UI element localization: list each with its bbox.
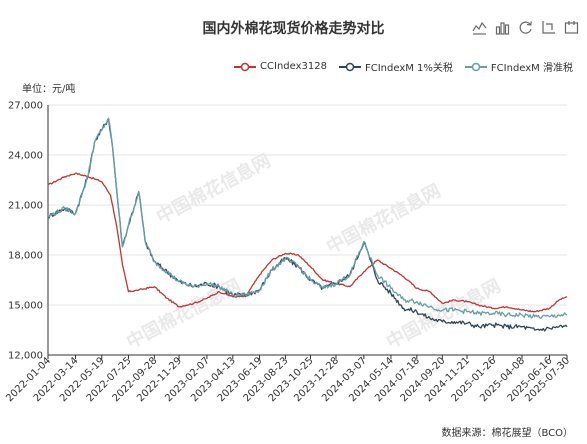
series-line-2	[47, 117, 568, 332]
data-source: 数据来源：棉花展望（BCO）	[441, 428, 573, 439]
y-tick-label: 27,000	[8, 101, 43, 112]
legend-marker-icon	[464, 62, 487, 71]
series-line-3	[48, 117, 568, 319]
y-tick-label: 12,000	[8, 351, 43, 362]
legend-item-ccindex[interactable]: CCIndex3128	[234, 61, 327, 72]
y-tick-label: 24,000	[8, 151, 43, 162]
legend: CCIndex3128 FCIndexM 1%关税 FCIndexM 滑准税	[234, 59, 573, 74]
chart-title: 国内外棉花现货价格走势对比	[202, 21, 385, 37]
legend-item-fcindex-sliding[interactable]: FCIndexM 滑准税	[464, 59, 573, 74]
legend-label: FCIndexM 1%关税	[364, 63, 453, 74]
legend-item-fcindex-1pct[interactable]: FCIndexM 1%关税	[338, 59, 453, 74]
y-tick-label: 15,000	[8, 301, 43, 312]
bar-chart-icon[interactable]	[495, 20, 510, 35]
legend-marker-icon	[338, 62, 361, 71]
y-axis-unit: 单位：元/吨	[22, 84, 76, 95]
line-chart-icon[interactable]	[472, 20, 487, 35]
refresh-icon[interactable]	[518, 20, 533, 35]
legend-label: FCIndexM 滑准税	[490, 63, 573, 74]
y-tick-label: 18,000	[8, 251, 43, 262]
save-image-icon[interactable]	[541, 20, 556, 35]
toolbox	[472, 20, 579, 35]
legend-label: CCIndex3128	[260, 61, 327, 72]
data-view-icon[interactable]	[564, 20, 579, 35]
legend-marker-icon	[234, 62, 257, 71]
y-tick-label: 21,000	[8, 201, 43, 212]
series-line-1	[47, 172, 568, 313]
